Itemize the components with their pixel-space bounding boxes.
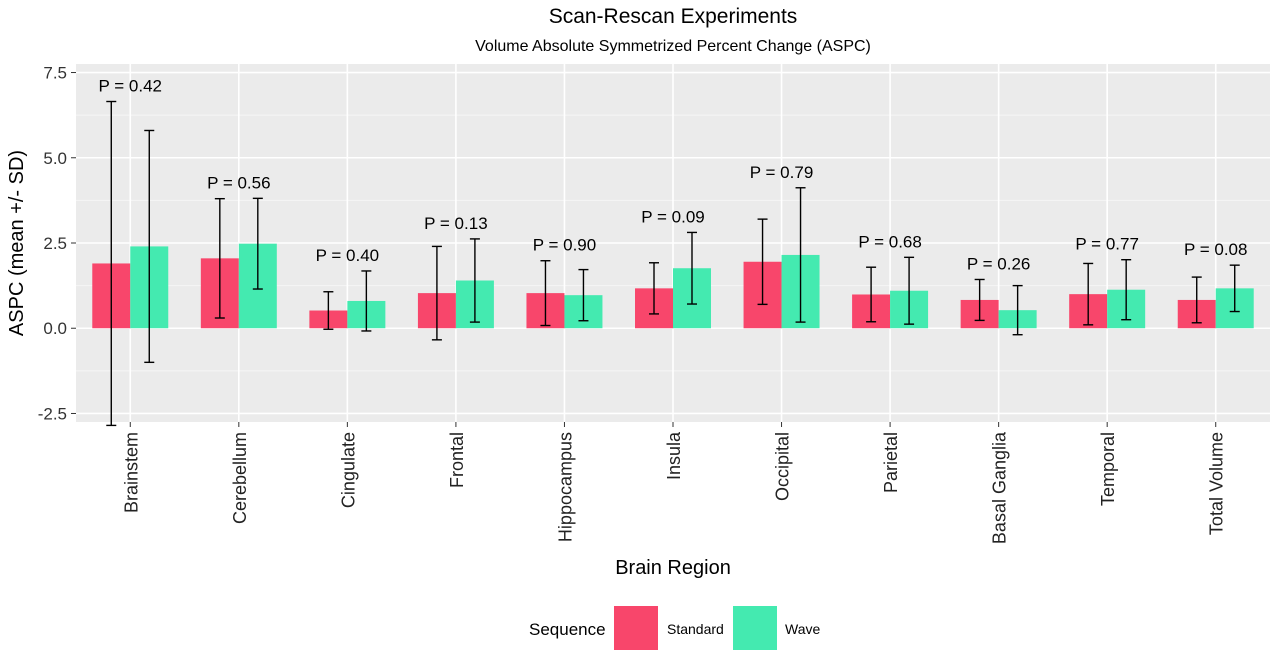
error-bar-wave xyxy=(1012,284,1023,336)
error-bar-wave xyxy=(469,238,480,323)
error-bar-wave xyxy=(1229,264,1240,313)
x-tick-label: Cerebellum xyxy=(230,432,250,524)
error-bar-wave xyxy=(578,268,589,322)
p-value-label: P = 0.68 xyxy=(858,232,922,251)
legend-label-standard: Standard xyxy=(667,621,724,637)
error-bar-standard xyxy=(106,100,117,427)
legend-swatch-wave xyxy=(733,606,777,650)
p-value-label: P = 0.26 xyxy=(967,254,1031,273)
y-tick-label: 0.0 xyxy=(43,319,67,338)
annotations: P = 0.42 P = 0.56 P = 0.40 P = 0.13 P = 0.90… xyxy=(99,77,1248,274)
y-tick-label: 5.0 xyxy=(43,149,67,168)
grid xyxy=(76,64,1270,422)
x-tick-label: Total Volume xyxy=(1207,432,1227,535)
legend-label-wave: Wave xyxy=(785,621,820,637)
error-bar-standard xyxy=(431,245,442,341)
legend-swatch-standard xyxy=(614,606,658,650)
x-tick-label: Occipital xyxy=(773,432,793,501)
legend-title: Sequence xyxy=(529,620,606,639)
error-bar-wave xyxy=(144,129,155,364)
x-tick-label: Frontal xyxy=(447,432,467,488)
p-value-label: P = 0.40 xyxy=(316,246,380,265)
p-value-label: P = 0.13 xyxy=(424,214,488,233)
error-bars xyxy=(106,100,1240,427)
y-ticks: -2.5 0.0 2.5 5.0 7.5 xyxy=(38,64,76,423)
error-bar-wave xyxy=(904,256,915,325)
error-bar-wave xyxy=(1121,259,1132,321)
x-tick-label: Brainstem xyxy=(121,432,141,513)
p-value-label: P = 0.90 xyxy=(533,236,597,255)
x-tick-label: Temporal xyxy=(1098,432,1118,506)
legend: Sequence Standard Wave xyxy=(529,606,820,650)
error-bar-standard xyxy=(974,278,985,322)
y-tick-label: -2.5 xyxy=(38,404,67,423)
x-tick-label: Hippocampus xyxy=(555,432,575,542)
error-bar-standard xyxy=(323,291,334,330)
error-bar-standard xyxy=(757,218,768,306)
x-tick-label: Basal Ganglia xyxy=(990,431,1010,544)
chart-subtitle: Volume Absolute Symmetrized Percent Chan… xyxy=(475,38,871,55)
p-value-label: P = 0.77 xyxy=(1075,235,1139,254)
x-axis-label: Brain Region xyxy=(615,557,731,579)
chart-title: Scan-Rescan Experiments xyxy=(549,5,798,28)
y-tick-label: 7.5 xyxy=(43,64,67,83)
p-value-label: P = 0.79 xyxy=(750,163,814,182)
x-ticks: Brainstem Cerebellum Cingulate Frontal Hippo… xyxy=(121,422,1227,544)
error-bar-standard xyxy=(1083,262,1094,326)
error-bar-wave xyxy=(686,231,697,305)
p-value-label: P = 0.08 xyxy=(1184,240,1248,259)
error-bar-standard xyxy=(866,266,877,323)
y-axis-label: ASPC (mean +/- SD) xyxy=(6,150,28,336)
error-bar-standard xyxy=(214,197,225,319)
x-tick-label: Parietal xyxy=(881,432,901,493)
x-tick-label: Cingulate xyxy=(338,432,358,508)
error-bar-wave xyxy=(361,270,372,332)
error-bar-wave xyxy=(795,187,806,323)
p-value-label: P = 0.42 xyxy=(99,77,163,96)
error-bar-standard xyxy=(649,262,660,315)
y-tick-label: 2.5 xyxy=(43,234,67,253)
error-bar-standard xyxy=(540,260,551,327)
p-value-label: P = 0.09 xyxy=(641,207,705,226)
error-bar-standard xyxy=(1191,276,1202,324)
p-value-label: P = 0.56 xyxy=(207,173,271,192)
x-tick-label: Insula xyxy=(664,431,684,480)
error-bar-wave xyxy=(252,197,263,290)
